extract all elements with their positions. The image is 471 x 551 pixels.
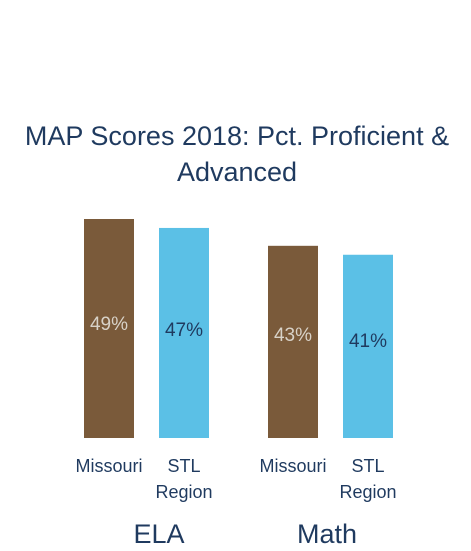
chart-title-line: MAP Scores 2018: Pct. Proficient & <box>25 121 449 151</box>
data-label: 49% <box>90 314 128 335</box>
group-label-math: Math <box>297 519 357 549</box>
category-label: Missouri <box>259 456 326 476</box>
category-label: Missouri <box>75 456 142 476</box>
chart-title-line: Advanced <box>177 157 297 187</box>
chart-title: MAP Scores 2018: Pct. Proficient & Advanc… <box>25 121 449 187</box>
bar-ela-1 <box>159 227 209 438</box>
group-label-ela: ELA <box>133 519 184 549</box>
category-label: Region <box>339 482 396 502</box>
data-label: 41% <box>349 331 387 352</box>
data-label: 47% <box>165 320 203 341</box>
category-label: Region <box>155 482 212 502</box>
category-label: STL <box>351 456 384 476</box>
data-label: 43% <box>274 325 312 346</box>
data-labels: 49% 47% 43% 41% <box>90 314 387 352</box>
bar-math-1 <box>343 254 393 438</box>
bar-ela-0 <box>84 219 134 438</box>
group-labels: ELA Math <box>133 519 357 549</box>
bars <box>84 219 393 438</box>
category-label: STL <box>167 456 200 476</box>
category-labels: Missouri STL Region Missouri STL Region <box>75 456 396 502</box>
bar-math-0 <box>268 245 318 438</box>
